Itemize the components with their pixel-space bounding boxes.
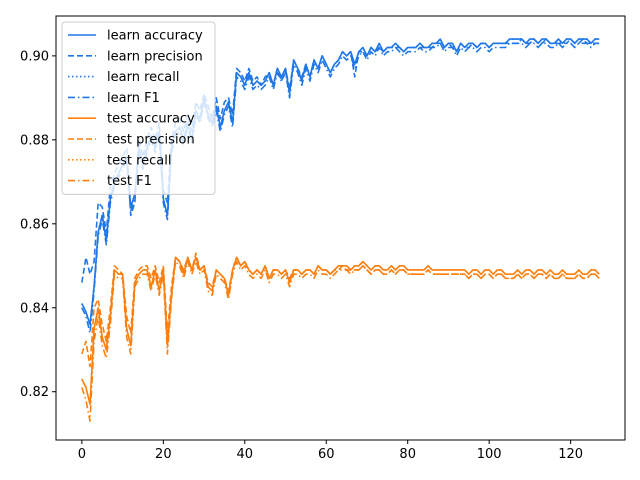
y-tick-label: 0.86 xyxy=(20,217,49,232)
legend-label: test F1 xyxy=(107,174,152,189)
x-tick-label: 0 xyxy=(78,447,86,462)
y-tick-label: 0.82 xyxy=(20,385,49,400)
y-tick-label: 0.90 xyxy=(20,49,49,64)
axes-frame xyxy=(55,15,626,441)
series-line-learn-f1 xyxy=(81,42,600,334)
x-tick-label: 40 xyxy=(237,447,254,462)
legend: learn accuracy learn precision learn recal… xyxy=(61,21,216,195)
legend-box xyxy=(61,21,216,195)
x-axis-ticks: 0 20 40 60 80 100 120 xyxy=(78,440,583,462)
y-tick-label: 0.88 xyxy=(20,133,49,148)
legend-label: learn F1 xyxy=(107,91,160,106)
legend-label: learn recall xyxy=(107,70,179,85)
x-tick-label: 120 xyxy=(558,447,583,462)
legend-label: learn accuracy xyxy=(107,29,203,44)
y-axis-ticks: 0.82 0.84 0.86 0.88 0.90 xyxy=(20,49,56,400)
series-layer xyxy=(81,38,600,422)
y-tick-label: 0.84 xyxy=(20,301,49,316)
x-tick-label: 80 xyxy=(399,447,416,462)
x-tick-label: 20 xyxy=(155,447,172,462)
legend-label: test precision xyxy=(107,133,195,148)
legend-label: test recall xyxy=(107,153,172,168)
legend-label: learn precision xyxy=(107,49,203,64)
legend-label: test accuracy xyxy=(107,112,195,127)
x-tick-label: 60 xyxy=(318,447,335,462)
series-line-test-f1 xyxy=(81,260,600,422)
x-tick-label: 100 xyxy=(477,447,502,462)
series-line-learn-recall xyxy=(81,38,600,326)
